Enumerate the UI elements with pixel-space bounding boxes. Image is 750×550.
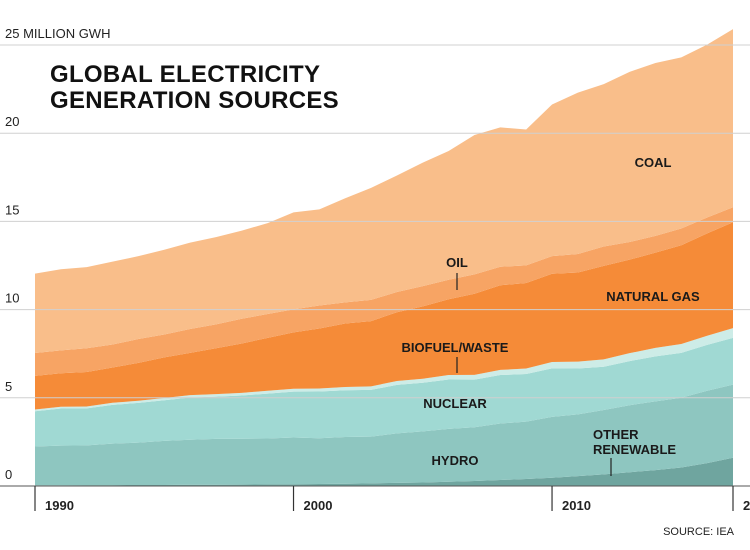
y-tick-label: 5 — [5, 379, 12, 394]
series-label: OIL — [446, 255, 468, 270]
area — [35, 207, 733, 376]
area — [35, 222, 733, 410]
y-tick-label: 10 — [5, 291, 19, 306]
chart-title: GLOBAL ELECTRICITY GENERATION SOURCES — [50, 61, 339, 114]
y-tick-label: 15 — [5, 202, 19, 217]
source-note: SOURCE: IEA — [663, 526, 734, 538]
x-tick-label: 1990 — [45, 498, 74, 513]
area — [35, 457, 733, 486]
y-tick-label: 25 MILLION GWH — [5, 26, 110, 41]
area — [35, 337, 733, 447]
series-label: NATURAL GAS — [606, 289, 700, 304]
area — [35, 384, 733, 486]
series-label: NUCLEAR — [423, 396, 487, 411]
x-tick-label: 2000 — [304, 498, 333, 513]
series-label: BIOFUEL/WASTE — [401, 340, 509, 355]
x-tick-label: 2010 — [562, 498, 591, 513]
series-label: COAL — [634, 155, 672, 170]
y-tick-label: 0 — [5, 467, 12, 482]
series-label: OTHER RENEWABLE — [593, 427, 677, 457]
area — [35, 29, 733, 353]
x-tick-label: 2017 — [743, 498, 750, 513]
y-tick-label: 20 — [5, 114, 19, 129]
series-label: HYDRO — [431, 453, 479, 468]
